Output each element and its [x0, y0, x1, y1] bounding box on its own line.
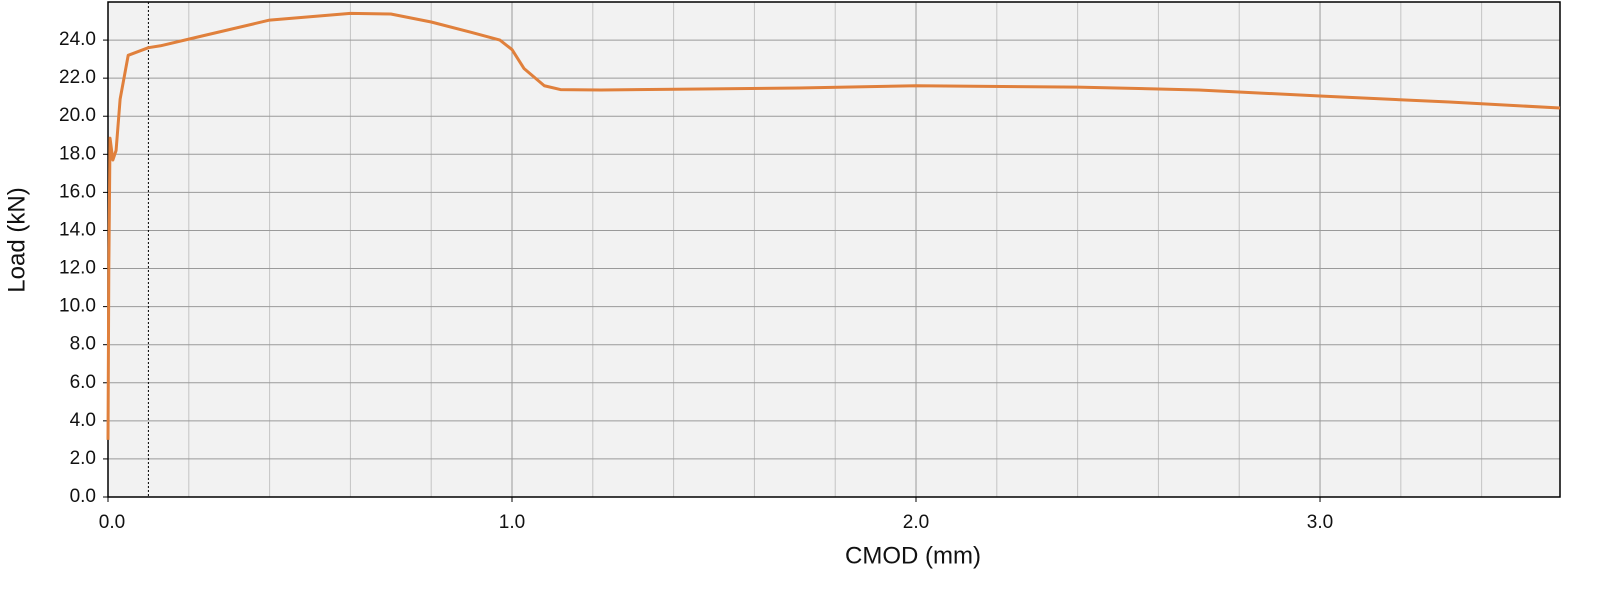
y-tick-label: 8.0 — [70, 334, 96, 355]
x-tick-label: 3.0 — [1307, 512, 1333, 533]
y-tick-label: 6.0 — [70, 372, 96, 393]
y-tick-label: 2.0 — [70, 448, 96, 469]
y-tick-label: 22.0 — [59, 67, 96, 88]
x-tick-label: 2.0 — [903, 512, 929, 533]
y-tick-label: 14.0 — [59, 219, 96, 240]
x-axis-label: CMOD (mm) — [845, 542, 981, 569]
y-tick-label: 4.0 — [70, 410, 96, 431]
y-axis-label: Load (kN) — [3, 187, 30, 292]
y-tick-label: 20.0 — [59, 105, 96, 126]
data-line — [106, 11, 1561, 440]
y-tick-label: 12.0 — [59, 258, 96, 279]
plot-area — [108, 2, 1560, 497]
y-tick-label: 18.0 — [59, 143, 96, 164]
y-tick-label: 0.0 — [70, 486, 96, 507]
x-tick-label: 1.0 — [499, 512, 525, 533]
x-tick-label: 0.0 — [99, 512, 125, 533]
y-tick-label: 10.0 — [59, 296, 96, 317]
y-tick-label: 24.0 — [59, 29, 96, 50]
y-tick-label: 16.0 — [59, 181, 96, 202]
